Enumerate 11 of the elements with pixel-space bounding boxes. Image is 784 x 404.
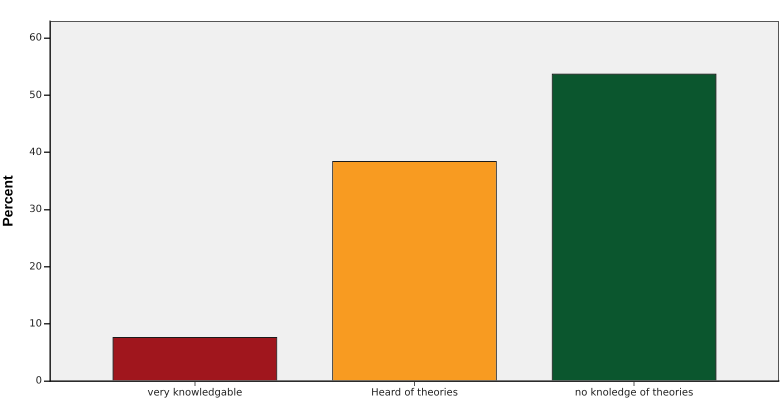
y-tick-label: 40 bbox=[29, 147, 42, 158]
x-tick-label: no knoledge of theories bbox=[574, 388, 694, 399]
y-axis-title: Percent bbox=[0, 174, 16, 227]
y-tick-label: 60 bbox=[29, 32, 42, 44]
y-tick-label: 10 bbox=[29, 318, 42, 330]
x-tick-label: Heard of theories bbox=[371, 388, 458, 399]
y-tick-label: 50 bbox=[29, 90, 42, 101]
y-tick-label: 30 bbox=[29, 204, 42, 216]
y-tick-label: 20 bbox=[29, 261, 42, 272]
x-tick-label: very knowledgable bbox=[148, 388, 242, 399]
y-tick-label: 0 bbox=[36, 376, 42, 387]
